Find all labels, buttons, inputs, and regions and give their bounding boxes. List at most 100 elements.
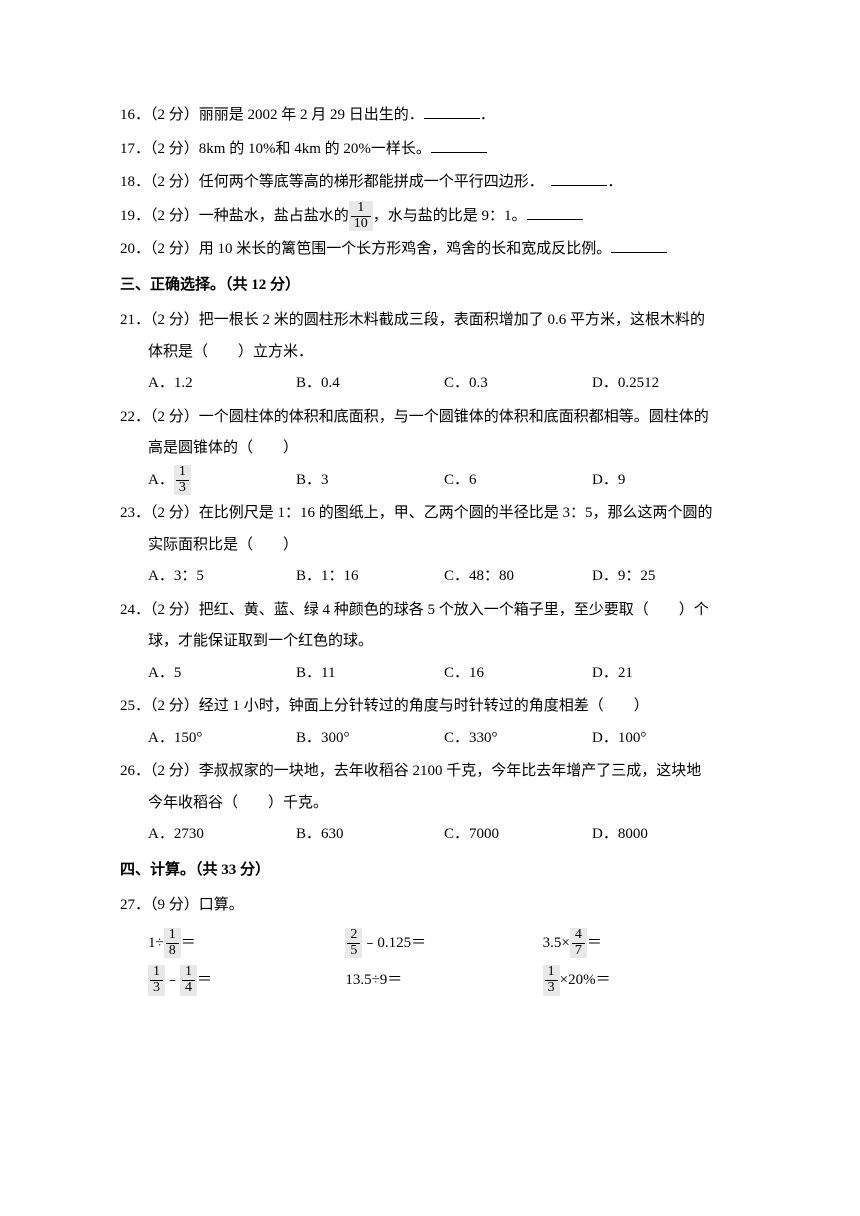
- question-17: 17．（2 分）8km 的 10%和 4km 的 20%一样长。: [120, 134, 740, 166]
- option-d[interactable]: D．8000: [592, 819, 740, 851]
- q-text: 任何两个等底等高的梯形都能拼成一个平行四边形．: [199, 174, 537, 190]
- answer-blank[interactable]: [431, 135, 487, 153]
- q-points: （2 分）: [150, 409, 199, 425]
- q-points: （2 分）: [150, 505, 199, 521]
- option-d[interactable]: D．9: [592, 465, 740, 497]
- calc-r2c1: 13﹣14＝: [148, 965, 345, 997]
- option-d[interactable]: D．100°: [592, 723, 740, 755]
- option-c[interactable]: C．48：80: [444, 561, 592, 593]
- q-points: （2 分）: [150, 312, 199, 328]
- q-num: 20．: [120, 241, 150, 257]
- fraction: 47: [570, 928, 587, 958]
- option-c[interactable]: C．16: [444, 658, 592, 690]
- q-points: （2 分）: [150, 602, 199, 618]
- q-num: 25．: [120, 698, 150, 714]
- q-num: 26．: [120, 763, 150, 779]
- option-d[interactable]: D．0.2512: [592, 368, 740, 400]
- q-text-post: ，水与盐的比是 9：1。: [373, 208, 527, 224]
- option-a[interactable]: A．2730: [148, 819, 296, 851]
- q-line2: 实际面积比是（ ）: [120, 530, 740, 562]
- q-text-pre: 一种盐水，盐占盐水的: [199, 208, 349, 224]
- calc-r1c3: 3.5×47＝: [543, 928, 740, 960]
- answer-blank[interactable]: [551, 169, 607, 187]
- q-line1: 在比例尺是 1：16 的图纸上，甲、乙两个圆的半径比是 3：5，那么这两个圆的: [199, 505, 713, 521]
- fraction: 13: [543, 965, 560, 995]
- option-a[interactable]: A．13: [148, 465, 296, 497]
- fraction: 18: [164, 928, 181, 958]
- q-num: 19．: [120, 208, 150, 224]
- q-points: （2 分）: [150, 208, 199, 224]
- calc-row-1: 1÷18＝ 25﹣0.125＝ 3.5×47＝: [120, 928, 740, 960]
- question-26: 26．（2 分）李叔叔家的一块地，去年收稻谷 2100 千克，今年比去年增产了三…: [120, 756, 740, 851]
- options: A．150° B．300° C．330° D．100°: [120, 723, 740, 755]
- option-b[interactable]: B．300°: [296, 723, 444, 755]
- option-a[interactable]: A．3：5: [148, 561, 296, 593]
- q-num: 18．: [120, 174, 150, 190]
- option-a[interactable]: A．1.2: [148, 368, 296, 400]
- q-line2: 体积是（ ）立方米．: [120, 337, 740, 369]
- calc-row-2: 13﹣14＝ 13.5÷9＝ 13×20%＝: [120, 965, 740, 997]
- q-text: 口算。: [199, 897, 244, 913]
- question-18: 18．（2 分）任何两个等底等高的梯形都能拼成一个平行四边形． ．: [120, 167, 740, 199]
- q-num: 22．: [120, 409, 150, 425]
- calc-r2c2: 13.5÷9＝: [345, 965, 542, 997]
- q-line2: 今年收稻谷（ ）千克。: [120, 788, 740, 820]
- q-text: 8km 的 10%和 4km 的 20%一样长。: [199, 141, 431, 157]
- options: A．5 B．11 C．16 D．21: [120, 658, 740, 690]
- option-b[interactable]: B．0.4: [296, 368, 444, 400]
- question-27: 27．（9 分）口算。: [120, 890, 740, 922]
- question-22: 22．（2 分）一个圆柱体的体积和底面积，与一个圆锥体的体积和底面积都相等。圆柱…: [120, 402, 740, 497]
- option-b[interactable]: B．1：16: [296, 561, 444, 593]
- option-b[interactable]: B．3: [296, 465, 444, 497]
- fraction: 13: [174, 465, 191, 495]
- q-points: （2 分）: [150, 241, 199, 257]
- q-text: 用 10 米长的篱笆围一个长方形鸡舍，鸡舍的长和宽成反比例。: [199, 241, 612, 257]
- question-19: 19．（2 分）一种盐水，盐占盐水的110，水与盐的比是 9：1。: [120, 201, 740, 233]
- option-d[interactable]: D．9：25: [592, 561, 740, 593]
- options: A．2730 B．630 C．7000 D．8000: [120, 819, 740, 851]
- calc-r2c3: 13×20%＝: [543, 965, 740, 997]
- q-num: 23．: [120, 505, 150, 521]
- q-text: 丽丽是 2002 年 2 月 29 日出生的．: [199, 107, 424, 123]
- option-d[interactable]: D．21: [592, 658, 740, 690]
- q-num: 27．: [120, 897, 150, 913]
- question-24: 24．（2 分）把红、黄、蓝、绿 4 种颜色的球各 5 个放入一个箱子里，至少要…: [120, 595, 740, 690]
- answer-blank[interactable]: [527, 202, 583, 220]
- answer-blank[interactable]: [611, 236, 667, 254]
- option-b[interactable]: B．630: [296, 819, 444, 851]
- question-21: 21．（2 分）把一根长 2 米的圆柱形木料截成三段，表面积增加了 0.6 平方…: [120, 305, 740, 400]
- fraction: 13: [148, 965, 165, 995]
- q-line1: 把红、黄、蓝、绿 4 种颜色的球各 5 个放入一个箱子里，至少要取（ ）个: [199, 602, 709, 618]
- q-line1: 经过 1 小时，钟面上分针转过的角度与时针转过的角度相差（ ）: [199, 698, 649, 714]
- option-a[interactable]: A．5: [148, 658, 296, 690]
- option-c[interactable]: C．7000: [444, 819, 592, 851]
- option-b[interactable]: B．11: [296, 658, 444, 690]
- q-points: （9 分）: [150, 897, 199, 913]
- options: A．3：5 B．1：16 C．48：80 D．9：25: [120, 561, 740, 593]
- section-4-heading: 四、计算。（共 33 分）: [120, 855, 740, 887]
- q-points: （2 分）: [150, 141, 199, 157]
- question-20: 20．（2 分）用 10 米长的篱笆围一个长方形鸡舍，鸡舍的长和宽成反比例。: [120, 234, 740, 266]
- q-line2: 高是圆锥体的（ ）: [120, 433, 740, 465]
- options: A．13 B．3 C．6 D．9: [120, 465, 740, 497]
- q-num: 16．: [120, 107, 150, 123]
- q-tail: ．: [480, 107, 495, 123]
- section-3-heading: 三、正确选择。（共 12 分）: [120, 270, 740, 302]
- options: A．1.2 B．0.4 C．0.3 D．0.2512: [120, 368, 740, 400]
- option-c[interactable]: C．330°: [444, 723, 592, 755]
- option-a[interactable]: A．150°: [148, 723, 296, 755]
- calc-r1c1: 1÷18＝: [148, 928, 345, 960]
- option-c[interactable]: C．6: [444, 465, 592, 497]
- question-16: 16．（2 分）丽丽是 2002 年 2 月 29 日出生的．．: [120, 100, 740, 132]
- question-23: 23．（2 分）在比例尺是 1：16 的图纸上，甲、乙两个圆的半径比是 3：5，…: [120, 498, 740, 593]
- q-num: 17．: [120, 141, 150, 157]
- calc-r1c2: 25﹣0.125＝: [345, 928, 542, 960]
- q-num: 24．: [120, 602, 150, 618]
- q-line2: 球，才能保证取到一个红色的球。: [120, 626, 740, 658]
- q-tail: ．: [607, 174, 622, 190]
- q-points: （2 分）: [150, 698, 199, 714]
- q-num: 21．: [120, 312, 150, 328]
- q-line1: 一个圆柱体的体积和底面积，与一个圆锥体的体积和底面积都相等。圆柱体的: [199, 409, 709, 425]
- answer-blank[interactable]: [424, 102, 480, 120]
- option-c[interactable]: C．0.3: [444, 368, 592, 400]
